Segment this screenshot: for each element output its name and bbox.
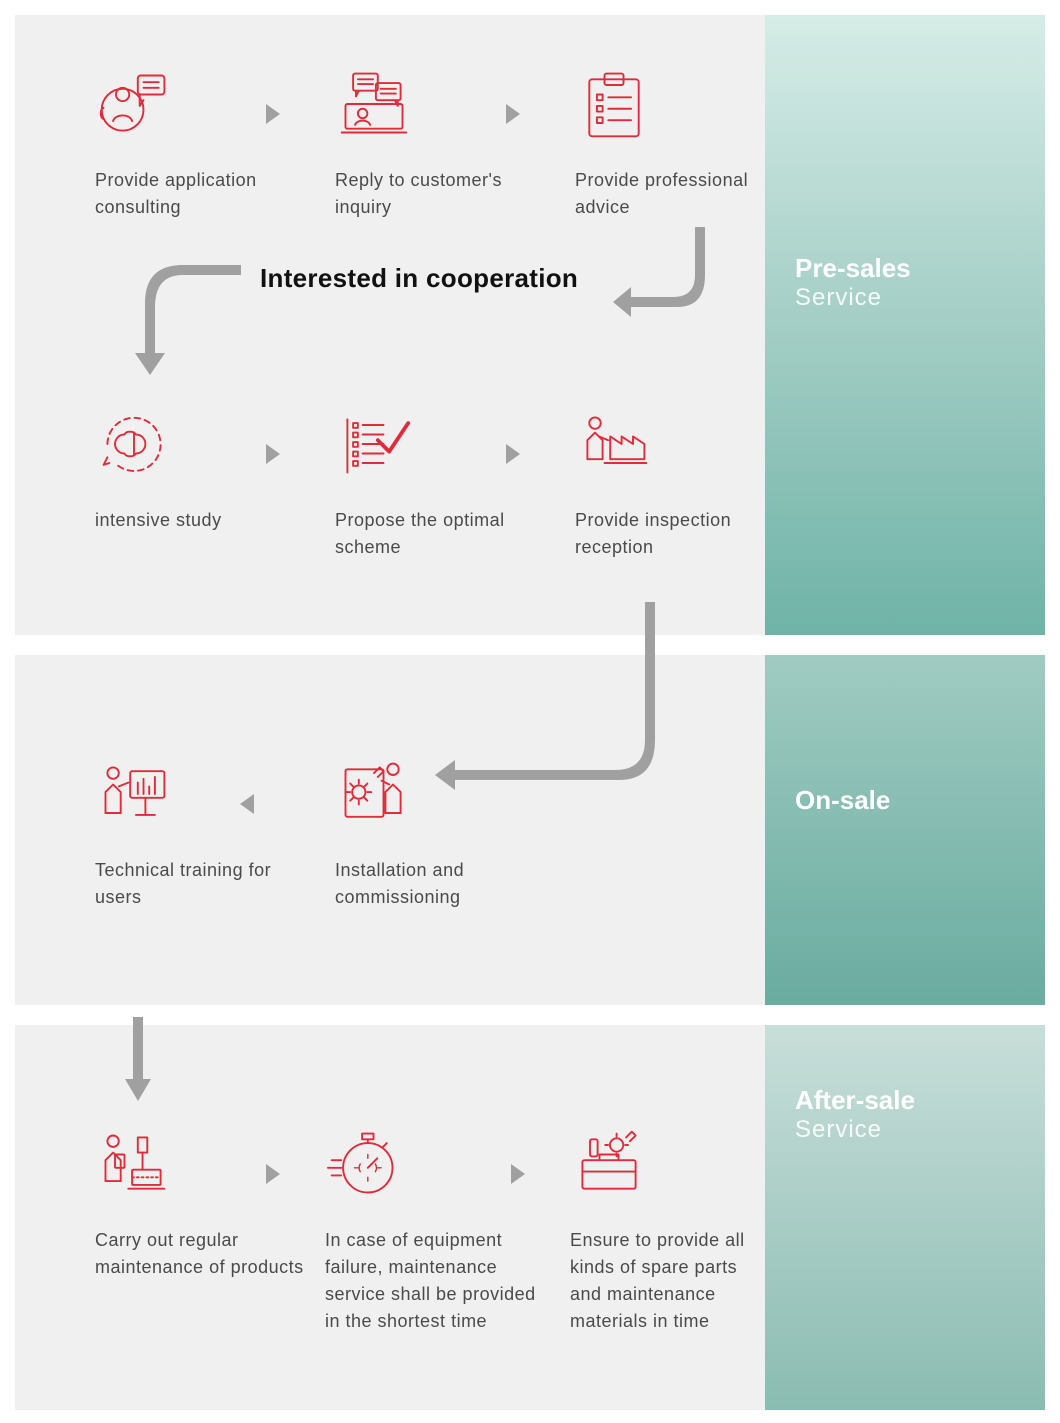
step-training-label: Technical training for users: [95, 857, 305, 911]
step-spares: Ensure to provide all kinds of spare par…: [570, 1125, 770, 1335]
phone-speech-icon: [95, 65, 173, 143]
clipboard-icon: [575, 65, 653, 143]
checklist-ok-icon: [335, 405, 413, 483]
step-failure: In case of equipment failure, maintenanc…: [325, 1125, 545, 1335]
factory-man-icon: [575, 405, 653, 483]
toolbox-icon: [570, 1125, 648, 1203]
step-inspection: Provide inspection reception: [575, 405, 785, 561]
cooperation-heading: Interested in cooperation: [260, 263, 578, 294]
onsale-title-bold: On-sale: [795, 785, 890, 816]
aftersale-section: Carry out regular maintenance of product…: [15, 1025, 765, 1410]
step-advice: Provide professional advice: [575, 65, 785, 221]
arrow-left-icon: [238, 790, 290, 823]
step-consulting-label: Provide application consulting: [95, 167, 305, 221]
step-scheme-label: Propose the optimal scheme: [335, 507, 545, 561]
presales-sidebar-label: Pre-sales Service: [795, 253, 911, 312]
step-training: Technical training for users: [95, 755, 305, 911]
arrow-right-icon: [230, 1160, 282, 1193]
arrow-right-icon: [230, 440, 282, 473]
step-maintenance-label: Carry out regular maintenance of product…: [95, 1227, 305, 1281]
arrow-down-icon: [123, 1015, 153, 1110]
aftersale-title-light: Service: [795, 1116, 915, 1144]
onsale-sidebar: On-sale: [765, 655, 1045, 1005]
arrow-right-icon: [230, 100, 282, 133]
step-spares-label: Ensure to provide all kinds of spare par…: [570, 1227, 770, 1335]
presales-section: Provide application consulting Reply to …: [15, 15, 765, 635]
aftersale-title-bold: After-sale: [795, 1085, 915, 1116]
step-advice-label: Provide professional advice: [575, 167, 785, 221]
step-scheme: Propose the optimal scheme: [335, 405, 545, 561]
maintenance-man-icon: [95, 1125, 173, 1203]
arrow-right-icon: [470, 440, 522, 473]
stopwatch-icon: [325, 1125, 403, 1203]
step-consulting: Provide application consulting: [95, 65, 305, 221]
step-maintenance: Carry out regular maintenance of product…: [95, 1125, 305, 1281]
onsale-section: Technical training for users Installatio…: [15, 655, 765, 1005]
presales-title-bold: Pre-sales: [795, 253, 911, 284]
arrow-hook-down-icon: [607, 225, 707, 325]
step-reply-label: Reply to customer's inquiry: [335, 167, 545, 221]
step-install: Installation and commissioning: [335, 755, 545, 911]
presales-title-light: Service: [795, 284, 911, 312]
arrow-right-icon: [470, 100, 522, 133]
arrow-right-icon: [475, 1160, 527, 1193]
step-reply: Reply to customer's inquiry: [335, 65, 545, 221]
brain-cycle-icon: [95, 405, 173, 483]
step-study-label: intensive study: [95, 507, 305, 534]
training-icon: [95, 755, 173, 833]
arrow-hook-down-icon: [123, 263, 243, 388]
step-failure-label: In case of equipment failure, maintenanc…: [325, 1227, 545, 1335]
aftersale-sidebar: After-sale Service: [765, 1025, 1045, 1410]
install-icon: [335, 755, 413, 833]
presales-sidebar: Pre-sales Service: [765, 15, 1045, 635]
step-inspection-label: Provide inspection reception: [575, 507, 785, 561]
aftersale-sidebar-label: After-sale Service: [795, 1085, 915, 1144]
laptop-chat-icon: [335, 65, 413, 143]
onsale-sidebar-label: On-sale: [795, 785, 890, 816]
step-install-label: Installation and commissioning: [335, 857, 545, 911]
